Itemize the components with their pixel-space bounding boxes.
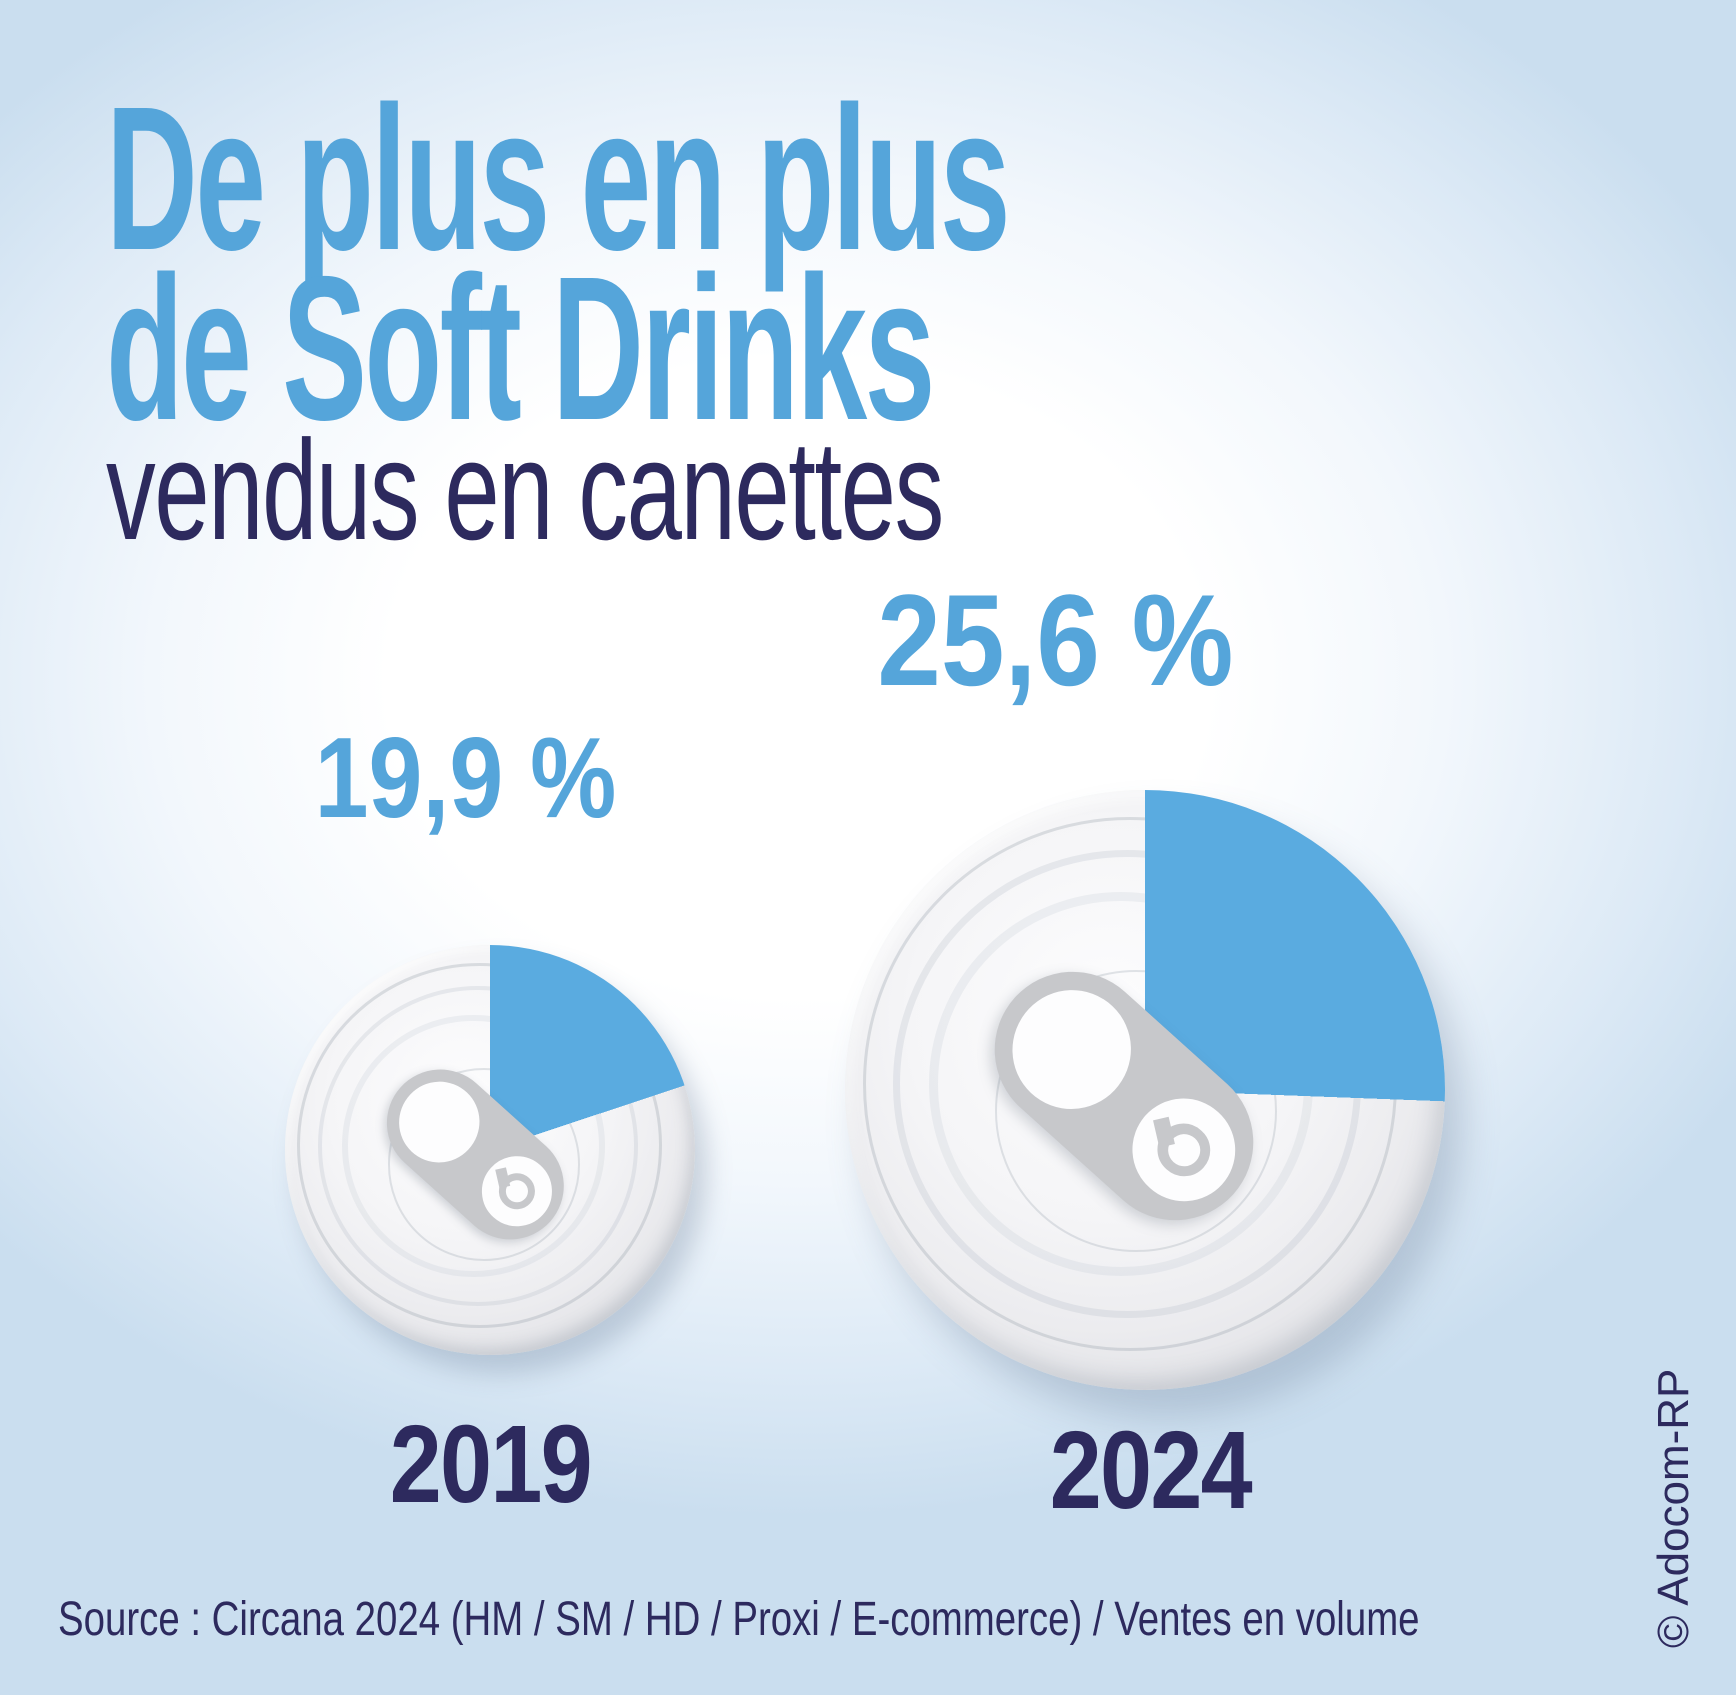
data-label-2019-pct: 19,9 %: [165, 722, 765, 836]
title-line-1: De plus en plus: [106, 76, 1561, 281]
title-line-3: vendus en canettes: [106, 420, 1302, 562]
category-label-2024-text: 2024: [1049, 1409, 1252, 1532]
source-line: Source : Circana 2024 (HM / SM / HD / Pr…: [58, 1593, 1736, 1647]
title-line-1-text: De plus en plus: [106, 64, 1011, 293]
copyright-credit-vertical: © Adocom-RP: [1649, 1368, 1698, 1648]
title-line-2: de Soft Drinks: [106, 246, 1440, 451]
pie-2024-can-lid: [845, 790, 1445, 1390]
data-label-2024-pct-text: 25,6 %: [876, 567, 1234, 713]
source-line-text: Source : Circana 2024 (HM / SM / HD / Pr…: [58, 1593, 1420, 1646]
title-line-3-text: vendus en canettes: [106, 411, 944, 570]
data-label-2024-pct: 25,6 %: [755, 575, 1355, 705]
pull-tab-ring-gap: [1153, 1116, 1175, 1147]
pull-tab-ring-gap: [495, 1167, 511, 1189]
pie-2019-can-lid: [285, 945, 695, 1355]
data-label-2019-pct-text: 19,9 %: [314, 715, 616, 842]
title-line-2-text: de Soft Drinks: [106, 234, 935, 463]
category-label-2019-text: 2019: [389, 1403, 592, 1526]
category-label-2019: 2019: [190, 1410, 790, 1520]
category-label-2024: 2024: [850, 1416, 1450, 1526]
